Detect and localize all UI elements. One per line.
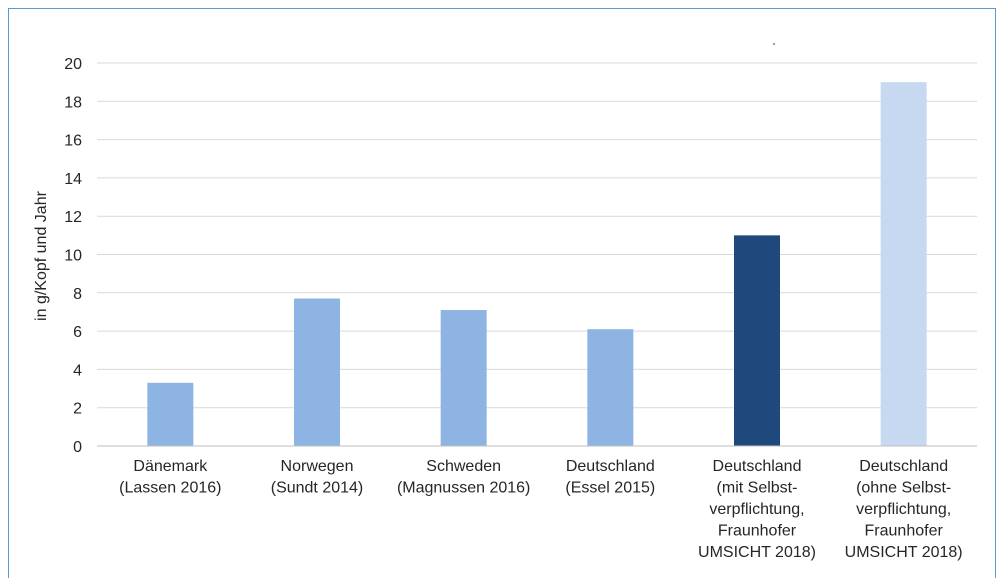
gridlines [97, 62, 977, 409]
bar [440, 310, 487, 446]
x-category-label: Deutschland (Essel 2015) [565, 458, 655, 497]
y-tick-label: 14 [64, 171, 82, 188]
bar [587, 329, 634, 446]
y-tick-label: 0 [73, 439, 82, 456]
y-tick-label: 4 [73, 362, 82, 379]
x-category-label: Deutschland (ohne Selbst-verpflichtung, Fr… [845, 458, 963, 561]
x-category-label: Schweden (Magnussen 2016) [397, 458, 530, 497]
x-category-labels: Dänemark (Lassen 2016) Norwegen (Sundt 2014… [119, 458, 962, 561]
y-tick-label: 10 [64, 248, 82, 265]
x-category-label: Deutschland (mit Selbst-verpflichtung, Fra… [698, 458, 816, 561]
bar [147, 382, 194, 446]
y-tick-label: 20 [64, 56, 82, 73]
y-tick-label: 12 [64, 209, 82, 226]
bar [880, 82, 927, 447]
y-tick-label: 18 [64, 94, 82, 111]
x-category-label: Norwegen (Sundt 2014) [271, 458, 364, 497]
y-tick-label: 2 [73, 401, 82, 418]
y-axis-label: in g/Kopf und Jahr [33, 190, 50, 321]
stray-mark [773, 43, 775, 45]
y-tick-labels: 0 2 4 6 8 10 12 14 16 18 20 [64, 56, 82, 456]
x-category-label: Dänemark (Lassen 2016) [119, 458, 221, 497]
y-tick-label: 6 [73, 324, 82, 341]
bar [294, 298, 340, 446]
bars [147, 82, 927, 447]
y-tick-label: 16 [64, 133, 82, 150]
bar [734, 235, 780, 446]
y-tick-label: 8 [73, 286, 82, 303]
